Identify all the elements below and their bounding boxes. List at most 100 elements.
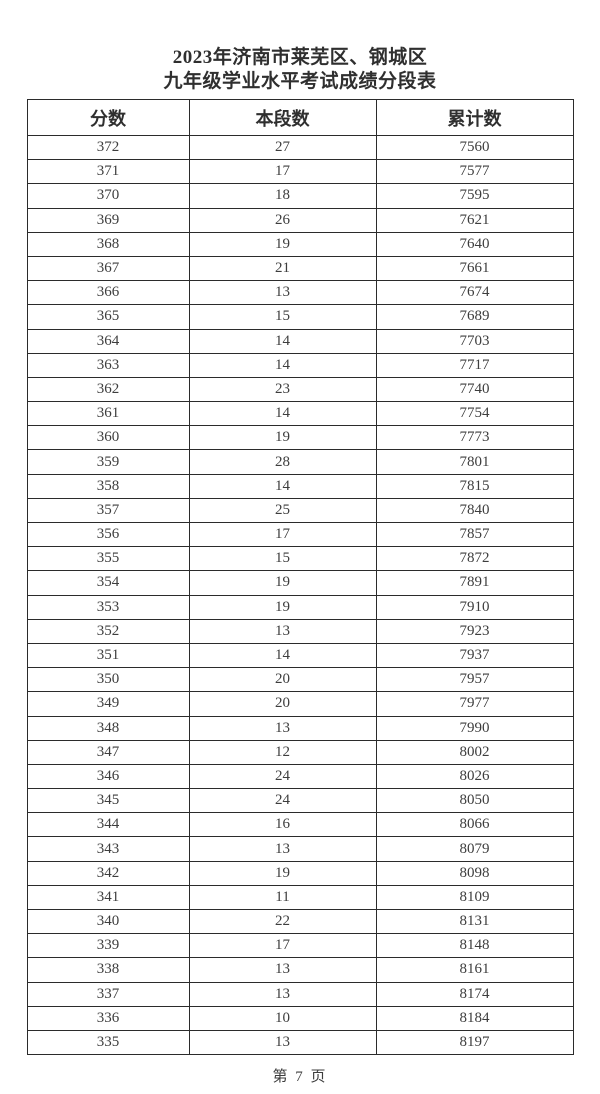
table-row: 347 12 8002 (26, 739, 574, 765)
table-row: 344 16 8066 (26, 812, 574, 838)
table-row: 348 13 7990 (26, 715, 574, 741)
table-row: 366 13 7674 (26, 280, 574, 306)
column-header-segment-count: 本段数 (188, 99, 377, 136)
cell-cumulative-count: 7937 (375, 642, 574, 669)
cell-segment-count: 27 (188, 134, 377, 161)
table-row: 367 21 7661 (26, 255, 574, 282)
cell-score: 366 (26, 280, 190, 306)
cell-cumulative-count: 7815 (375, 473, 574, 499)
cell-score: 357 (26, 497, 190, 524)
table-row: 349 20 7977 (26, 691, 574, 717)
cell-segment-count: 15 (188, 304, 377, 330)
cell-score: 349 (26, 691, 190, 717)
table-row: 352 13 7923 (26, 618, 574, 644)
cell-cumulative-count: 8098 (375, 860, 574, 886)
table-row: 362 23 7740 (26, 376, 574, 403)
cell-score: 338 (26, 957, 190, 983)
cell-cumulative-count: 7840 (375, 497, 574, 524)
table-row: 342 19 8098 (26, 860, 574, 886)
table-row: 372 27 7560 (26, 134, 574, 161)
cell-cumulative-count: 7977 (375, 691, 574, 717)
cell-score: 353 (26, 594, 190, 620)
cell-score: 370 (26, 183, 190, 209)
table-row: 341 11 8109 (26, 884, 574, 911)
table-row: 364 14 7703 (26, 328, 574, 354)
cell-segment-count: 13 (188, 1029, 377, 1056)
title-line-1: 2023年济南市莱芜区、钢城区 (172, 47, 428, 68)
cell-cumulative-count: 8148 (375, 933, 574, 959)
cell-segment-count: 16 (188, 812, 377, 838)
cell-score: 356 (26, 521, 190, 548)
table-row: 358 14 7815 (26, 473, 574, 499)
page-number: 第 7 页 (272, 1069, 328, 1086)
cell-score: 361 (26, 401, 190, 427)
cell-segment-count: 19 (188, 570, 377, 596)
cell-cumulative-count: 8184 (375, 1005, 574, 1031)
cell-score: 351 (26, 642, 190, 669)
table-row: 339 17 8148 (26, 933, 574, 959)
cell-segment-count: 17 (188, 521, 377, 548)
table-row: 338 13 8161 (26, 957, 574, 983)
table-row: 346 24 8026 (26, 763, 574, 790)
cell-cumulative-count: 7689 (375, 304, 574, 330)
cell-score: 336 (26, 1005, 190, 1031)
cell-segment-count: 20 (188, 667, 377, 693)
table-header-row: 分数 本段数 累计数 (26, 99, 574, 136)
column-header-cumulative-count: 累计数 (375, 99, 574, 136)
table-row: 336 10 8184 (26, 1005, 574, 1031)
cell-segment-count: 22 (188, 908, 377, 935)
cell-cumulative-count: 7857 (375, 521, 574, 548)
cell-cumulative-count: 7621 (375, 207, 574, 233)
table-row: 371 17 7577 (26, 159, 574, 185)
cell-cumulative-count: 8109 (375, 884, 574, 911)
cell-segment-count: 15 (188, 546, 377, 572)
cell-score: 340 (26, 908, 190, 935)
cell-score: 337 (26, 981, 190, 1007)
cell-cumulative-count: 7872 (375, 546, 574, 572)
table-row: 368 19 7640 (26, 231, 574, 257)
page-title: 2023年济南市莱芜区、钢城区 九年级学业水平考试成绩分段表 (0, 46, 600, 94)
table-row: 345 24 8050 (26, 788, 574, 814)
cell-score: 352 (26, 618, 190, 644)
cell-score: 354 (26, 570, 190, 596)
cell-cumulative-count: 7754 (375, 401, 574, 427)
cell-cumulative-count: 8131 (375, 908, 574, 935)
title-line-2: 九年级学业水平考试成绩分段表 (163, 71, 437, 92)
cell-cumulative-count: 7990 (375, 715, 574, 741)
table-body: 372 27 7560 371 17 7577 370 18 7595 369 26 7621 368 1… (26, 134, 574, 1056)
cell-cumulative-count: 7957 (375, 667, 574, 693)
cell-cumulative-count: 8066 (375, 812, 574, 838)
cell-cumulative-count: 7595 (375, 183, 574, 209)
cell-segment-count: 19 (188, 860, 377, 886)
cell-segment-count: 20 (188, 691, 377, 717)
table-row: 340 22 8131 (26, 908, 574, 935)
score-distribution-table: 分数 本段数 累计数 372 27 7560 371 17 7577 370 18 7595 36… (26, 99, 574, 1056)
cell-segment-count: 13 (188, 957, 377, 983)
cell-cumulative-count: 7923 (375, 618, 574, 644)
cell-cumulative-count: 7801 (375, 449, 574, 475)
cell-score: 358 (26, 473, 190, 499)
cell-score: 363 (26, 352, 190, 378)
cell-segment-count: 19 (188, 425, 377, 451)
cell-score: 372 (26, 134, 190, 161)
cell-score: 365 (26, 304, 190, 330)
table-row: 353 19 7910 (26, 594, 574, 620)
cell-score: 339 (26, 933, 190, 959)
cell-score: 335 (26, 1029, 190, 1056)
table-row: 370 18 7595 (26, 183, 574, 209)
cell-segment-count: 25 (188, 497, 377, 524)
cell-segment-count: 17 (188, 159, 377, 185)
table-row: 350 20 7957 (26, 667, 574, 693)
table-row: 363 14 7717 (26, 352, 574, 378)
cell-segment-count: 12 (188, 739, 377, 765)
cell-score: 360 (26, 425, 190, 451)
cell-score: 347 (26, 739, 190, 765)
cell-segment-count: 13 (188, 715, 377, 741)
column-header-score: 分数 (26, 99, 190, 136)
cell-score: 368 (26, 231, 190, 257)
cell-score: 348 (26, 715, 190, 741)
cell-score: 350 (26, 667, 190, 693)
table-row: 359 28 7801 (26, 449, 574, 475)
cell-score: 346 (26, 763, 190, 790)
cell-cumulative-count: 7674 (375, 280, 574, 306)
